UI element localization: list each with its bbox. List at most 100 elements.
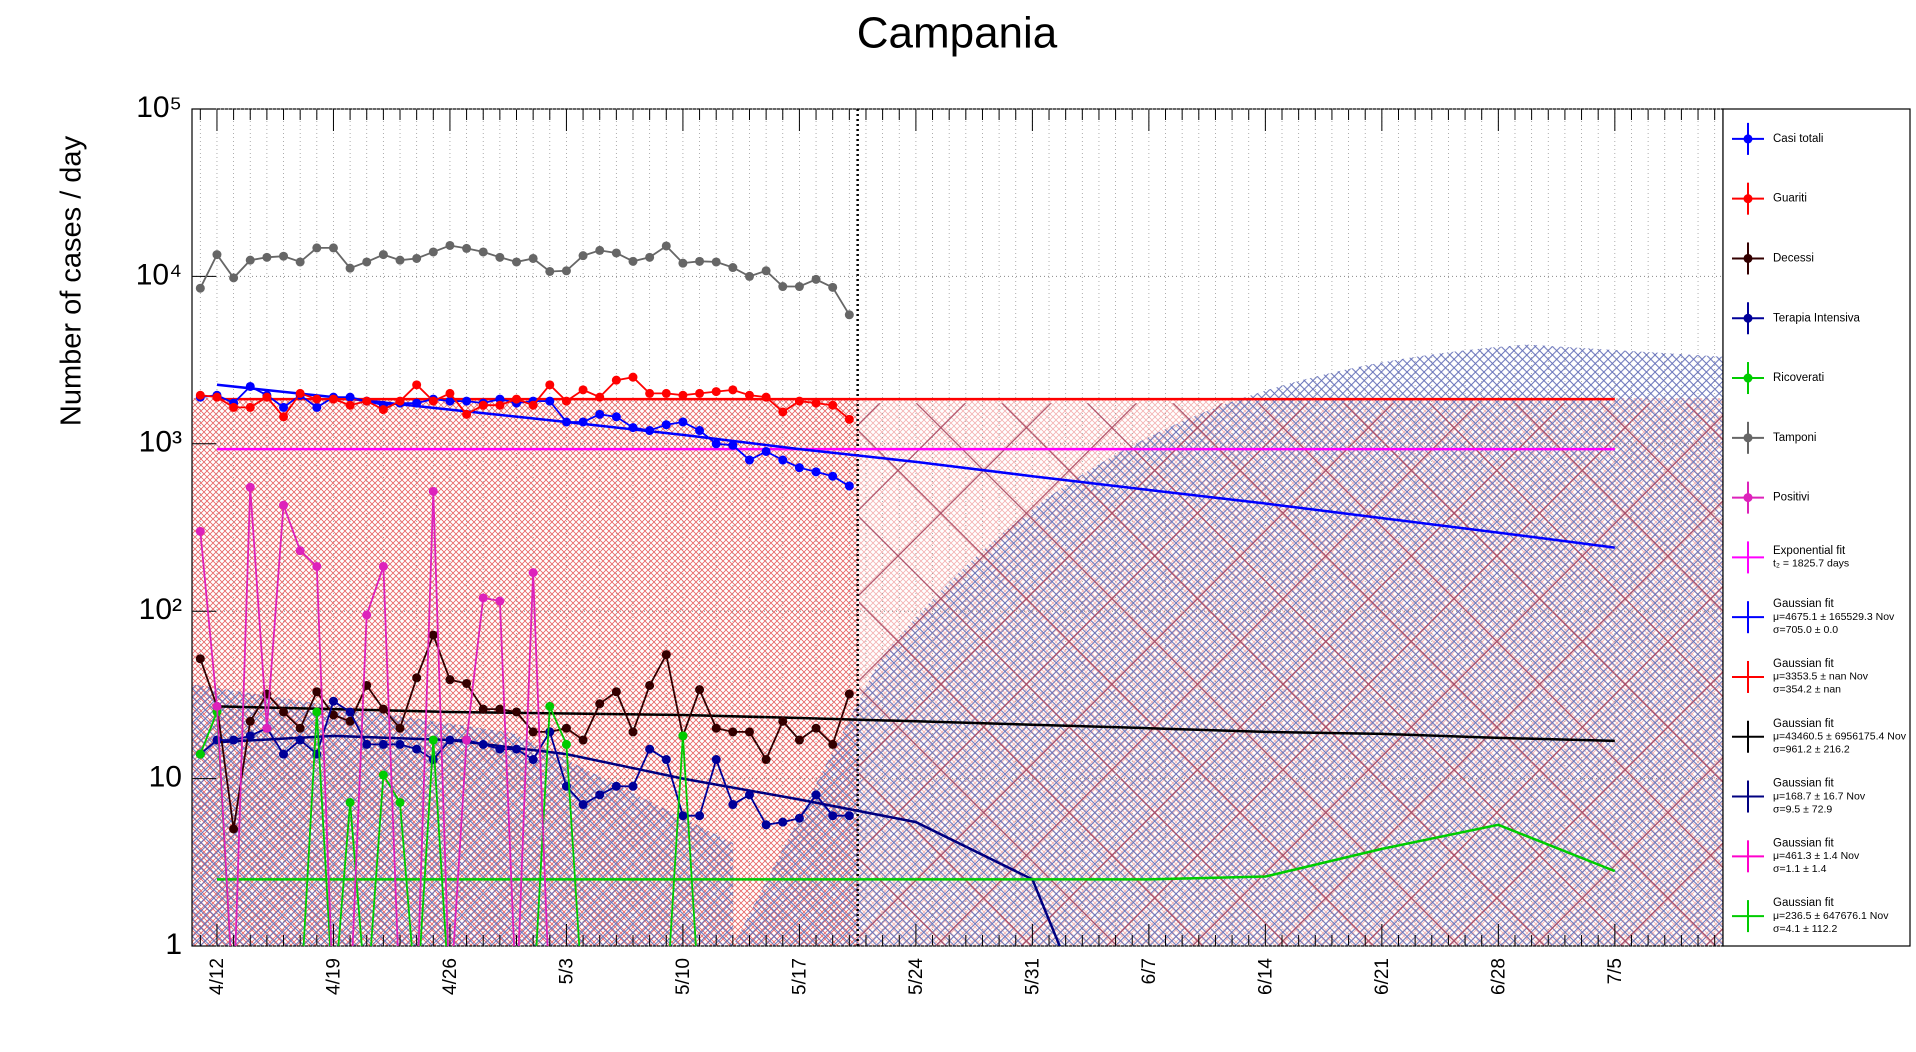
legend-label: Casi totali — [1773, 133, 1824, 145]
legend-label: Exponential fit — [1773, 545, 1846, 557]
data-point — [678, 731, 688, 741]
data-point — [279, 707, 289, 717]
data-point — [545, 701, 555, 711]
data-point — [378, 250, 388, 260]
data-point — [595, 392, 605, 402]
data-point — [328, 394, 338, 404]
legend-marker — [1743, 493, 1753, 503]
data-point — [395, 739, 405, 749]
data-point — [229, 735, 239, 745]
data-point — [711, 257, 721, 267]
data-point — [645, 426, 655, 436]
data-point — [578, 417, 588, 427]
x-tick-label: 6/21 — [1372, 958, 1393, 995]
data-point — [245, 255, 255, 265]
series-line — [199, 244, 851, 316]
data-point — [528, 253, 538, 263]
data-point — [794, 813, 804, 823]
legend-label: σ=705.0 ± 0.0 — [1773, 624, 1838, 636]
data-point — [245, 381, 255, 391]
data-point — [445, 240, 455, 250]
data-point — [378, 739, 388, 749]
legend-label: Gaussian fit — [1773, 598, 1835, 610]
data-point — [462, 409, 472, 419]
data-point — [661, 420, 671, 430]
data-point — [412, 744, 422, 754]
data-point — [345, 797, 355, 807]
data-point — [811, 790, 821, 800]
data-point — [245, 402, 255, 412]
data-point — [578, 251, 588, 261]
legend-marker — [1743, 433, 1753, 443]
data-point — [212, 250, 222, 260]
data-point — [744, 455, 754, 465]
legend-label: μ=461.3 ± 1.4 Nov — [1773, 850, 1860, 862]
data-point — [528, 727, 538, 737]
data-point — [561, 723, 571, 733]
data-point — [512, 707, 522, 717]
data-point — [778, 455, 788, 465]
data-point — [312, 687, 322, 697]
data-point — [295, 723, 305, 733]
data-point — [744, 390, 754, 400]
data-point — [445, 735, 455, 745]
x-tick-label: 5/3 — [556, 958, 577, 984]
x-tick-label: 6/7 — [1139, 958, 1160, 984]
data-point — [678, 390, 688, 400]
data-point — [312, 707, 322, 717]
data-point — [395, 255, 405, 265]
data-point — [561, 266, 571, 276]
data-point — [778, 407, 788, 417]
data-point — [495, 394, 505, 404]
data-point — [428, 247, 438, 257]
data-point — [761, 266, 771, 276]
data-point — [378, 561, 388, 571]
data-point — [445, 675, 455, 685]
data-point — [611, 412, 621, 422]
data-point — [245, 731, 255, 741]
data-point — [561, 739, 571, 749]
data-point — [611, 248, 621, 258]
data-point — [495, 704, 505, 714]
data-point — [395, 396, 405, 406]
legend-label: σ=1.1 ± 1.4 — [1773, 863, 1827, 875]
data-point — [695, 256, 705, 266]
data-point — [295, 735, 305, 745]
x-tick-label: 6/14 — [1255, 958, 1276, 995]
data-point — [212, 735, 222, 745]
data-point — [462, 243, 472, 253]
data-point — [578, 800, 588, 810]
data-point — [412, 253, 422, 263]
legend-label: Decessi — [1773, 252, 1814, 264]
series-line — [199, 699, 850, 826]
data-point — [462, 735, 472, 745]
series-line — [199, 706, 697, 946]
legend-label: μ=4675.1 ± 165529.3 Nov — [1773, 611, 1895, 623]
data-point — [561, 417, 571, 427]
data-point — [645, 744, 655, 754]
data-point — [195, 749, 205, 759]
y-tick-label: 10 — [149, 761, 182, 794]
data-point — [328, 696, 338, 706]
data-point — [478, 400, 488, 410]
data-point — [695, 685, 705, 695]
data-point — [512, 744, 522, 754]
data-point — [445, 388, 455, 398]
data-point — [495, 596, 505, 606]
fit-line — [217, 823, 1616, 881]
data-point — [312, 394, 322, 404]
data-point — [728, 440, 738, 450]
data-point — [345, 707, 355, 717]
data-point — [545, 266, 555, 276]
y-tick-label: 1 — [165, 928, 182, 961]
data-point — [279, 402, 289, 412]
data-point — [378, 770, 388, 780]
data-point — [345, 716, 355, 726]
legend-label: μ=168.7 ± 16.7 Nov — [1773, 790, 1866, 802]
legend-label: Gaussian fit — [1773, 837, 1835, 849]
series-line — [199, 632, 851, 830]
legend-label: σ=9.5 ± 72.9 — [1773, 803, 1832, 815]
data-point — [595, 790, 605, 800]
data-point — [844, 811, 854, 821]
data-point — [279, 749, 289, 759]
